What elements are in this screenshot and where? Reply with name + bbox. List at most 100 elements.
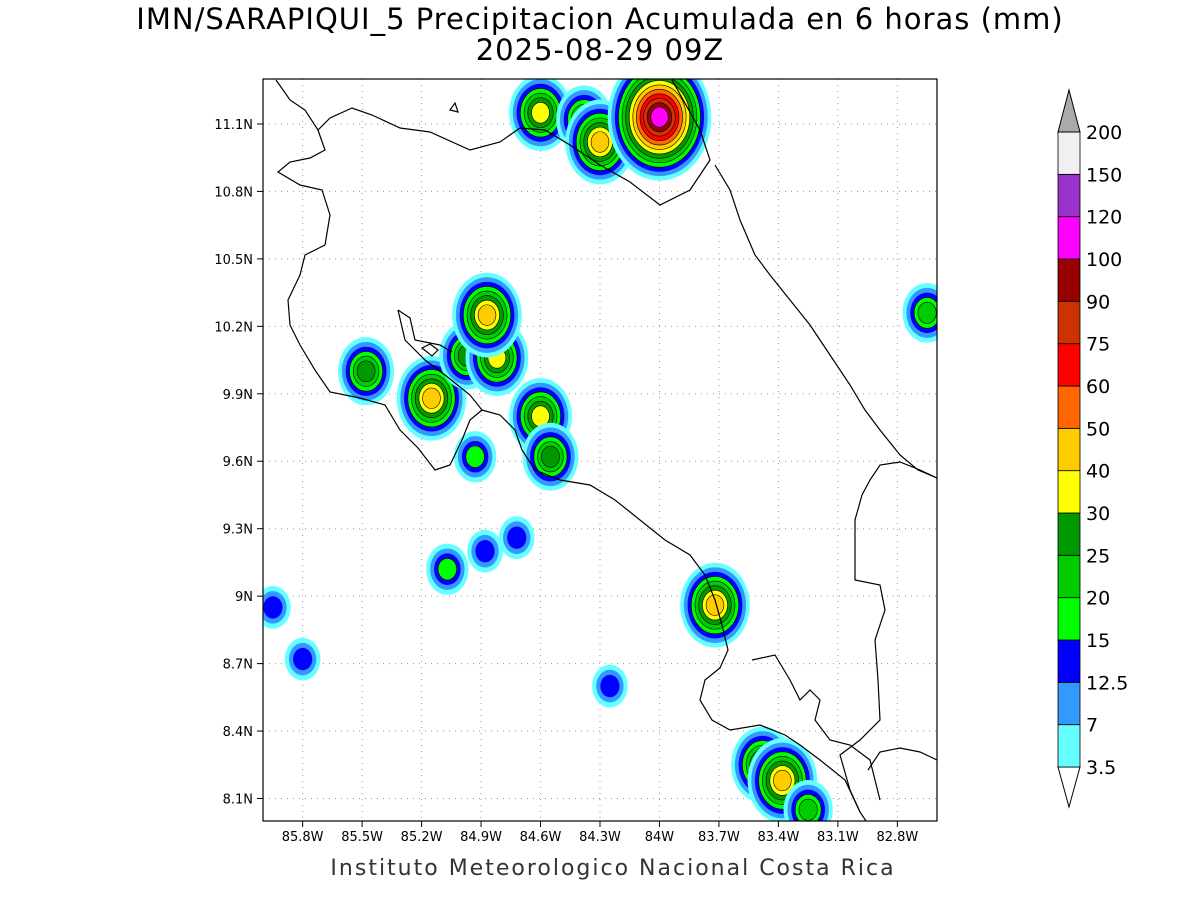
colorbar-swatch xyxy=(1057,512,1081,556)
colorbar-label: 150 xyxy=(1086,164,1122,186)
precip-cell xyxy=(592,664,628,708)
colorbar-label: 60 xyxy=(1086,376,1110,398)
coastline-pacific-central xyxy=(481,409,867,821)
precip-cell xyxy=(467,529,503,573)
precip-contour xyxy=(356,360,376,383)
precip-contour xyxy=(917,301,937,324)
precip-contour xyxy=(590,131,610,153)
precip-cell xyxy=(426,543,469,595)
colorbar-label: 120 xyxy=(1086,207,1122,229)
precip-cell xyxy=(607,79,712,181)
precip-cell xyxy=(509,79,572,151)
lat-tick-label: 9N xyxy=(235,590,253,605)
colorbar-label: 15 xyxy=(1086,630,1110,652)
precip-cell xyxy=(522,422,579,491)
colorbar-swatch xyxy=(1057,597,1081,641)
coastline-panama-pacific xyxy=(867,747,937,771)
coastline-gulf-inner xyxy=(397,309,453,353)
coastline-pacific-west xyxy=(276,129,483,471)
border-panama xyxy=(839,461,937,813)
colorbar-label: 12.5 xyxy=(1086,672,1128,694)
lon-tick-label: 83.1W xyxy=(817,830,859,845)
lon-tick-label: 84.9W xyxy=(460,830,502,845)
island-lake xyxy=(448,101,459,113)
lat-tick-label: 8.4N xyxy=(223,725,253,740)
precip-cell xyxy=(263,586,291,629)
lon-tick-label: 85.5W xyxy=(341,830,383,845)
lat-tick-label: 8.1N xyxy=(223,793,253,808)
precip-contour xyxy=(798,798,818,821)
precip-contour xyxy=(705,594,725,616)
precip-contour xyxy=(422,387,441,409)
lat-tick-label: 10.5N xyxy=(214,253,253,268)
precip-contour xyxy=(475,540,495,563)
colorbar-under-arrow xyxy=(1057,766,1081,809)
lon-tick-label: 84.6W xyxy=(520,830,562,845)
lat-tick-label: 10.8N xyxy=(214,185,253,200)
colorbar-label: 7 xyxy=(1086,715,1098,737)
precip-cell xyxy=(783,779,833,821)
precip-contour xyxy=(293,647,313,671)
coastline-north xyxy=(275,79,711,206)
precip-cell xyxy=(498,516,535,560)
chart-title: IMN/SARAPIQUI_5 Precipitacion Acumulada … xyxy=(136,2,1064,36)
precip-cell xyxy=(453,431,497,483)
colorbar-swatch xyxy=(1057,216,1081,260)
colorbar-over-arrow xyxy=(1057,88,1081,133)
latitude-axis: 11.1N 10.8N 10.5N 10.2N 9.9N 9.6N 9.3N 9N 8.7N 8.… xyxy=(214,118,263,808)
colorbar-label: 200 xyxy=(1086,122,1122,144)
lat-tick-label: 9.9N xyxy=(223,388,253,403)
precip-contour xyxy=(437,558,457,581)
precip-cell xyxy=(396,355,467,441)
precip-cell xyxy=(338,337,395,406)
colorbar-label: 75 xyxy=(1086,334,1110,356)
footer-credit: Instituto Meteorologico Nacional Costa R… xyxy=(330,856,896,881)
colorbar-label: 3.5 xyxy=(1086,757,1116,779)
colorbar-swatch xyxy=(1057,258,1081,302)
colorbar-swatch xyxy=(1057,724,1081,768)
precip-cell xyxy=(452,272,522,358)
colorbar: 3.5 7 12.5 15 20 25 30 40 50 60 75 90 100 120 150 200 xyxy=(1057,88,1128,809)
coastline xyxy=(275,79,937,821)
lon-tick-label: 84W xyxy=(645,830,675,845)
precip-contour xyxy=(507,526,527,549)
colorbar-label: 30 xyxy=(1086,503,1110,525)
lat-tick-label: 9.6N xyxy=(223,455,253,470)
colorbar-swatch xyxy=(1057,300,1081,345)
precip-contour xyxy=(773,769,792,792)
lat-tick-label: 9.3N xyxy=(223,523,253,538)
lon-tick-label: 85.2W xyxy=(401,830,443,845)
precip-cell xyxy=(284,637,321,681)
colorbar-swatch xyxy=(1057,681,1081,726)
colorbar-swatch xyxy=(1057,639,1081,683)
lat-tick-label: 8.7N xyxy=(223,658,253,673)
precip-contour xyxy=(263,596,283,619)
colorbar-swatch xyxy=(1057,470,1081,514)
precip-cell xyxy=(680,562,750,648)
colorbar-swatch xyxy=(1057,554,1081,599)
lat-tick-label: 10.2N xyxy=(214,320,253,335)
colorbar-swatch xyxy=(1057,385,1081,429)
colorbar-swatch xyxy=(1057,343,1081,387)
longitude-axis: 85.8W 85.5W 85.2W 84.9W 84.6W 84.3W 84W 83.7W 83… xyxy=(282,821,918,845)
colorbar-label: 25 xyxy=(1086,545,1110,567)
lon-tick-label: 83.4W xyxy=(758,830,800,845)
lon-tick-label: 84.3W xyxy=(579,830,621,845)
colorbar-swatch xyxy=(1057,173,1081,218)
map-grid xyxy=(263,79,937,821)
colorbar-label: 40 xyxy=(1086,461,1110,483)
colorbar-swatch xyxy=(1057,427,1081,472)
precipitation-field xyxy=(263,79,937,821)
precip-contour xyxy=(465,445,485,468)
lon-tick-label: 82.8W xyxy=(876,830,918,845)
colorbar-label: 50 xyxy=(1086,418,1110,440)
chart-subtitle-date: 2025-08-29 09Z xyxy=(475,33,725,67)
colorbar-label: 100 xyxy=(1086,249,1122,271)
lat-tick-label: 11.1N xyxy=(214,118,253,133)
precip-cell xyxy=(902,283,937,343)
precip-contour xyxy=(650,106,669,128)
colorbar-label: 20 xyxy=(1086,588,1110,610)
precip-contour xyxy=(600,674,620,698)
lon-tick-label: 85.8W xyxy=(282,830,324,845)
